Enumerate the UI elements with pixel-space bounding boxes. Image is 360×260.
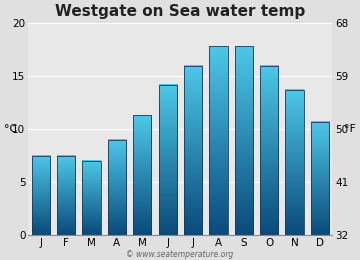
Bar (158, 85, 177, 235)
Bar (260, 66, 278, 235)
Bar (184, 66, 202, 235)
Bar (57, 156, 75, 235)
Bar (108, 140, 126, 235)
Bar (82, 161, 101, 235)
Bar (285, 90, 303, 235)
Text: © www.seatemperature.org: © www.seatemperature.org (126, 250, 234, 259)
Title: Westgate on Sea water temp: Westgate on Sea water temp (55, 4, 306, 19)
Bar (209, 47, 228, 235)
Bar (133, 115, 152, 235)
Bar (311, 122, 329, 235)
Bar (32, 156, 50, 235)
Y-axis label: °C: °C (4, 124, 17, 134)
Bar (235, 47, 253, 235)
Y-axis label: °F: °F (344, 124, 356, 134)
